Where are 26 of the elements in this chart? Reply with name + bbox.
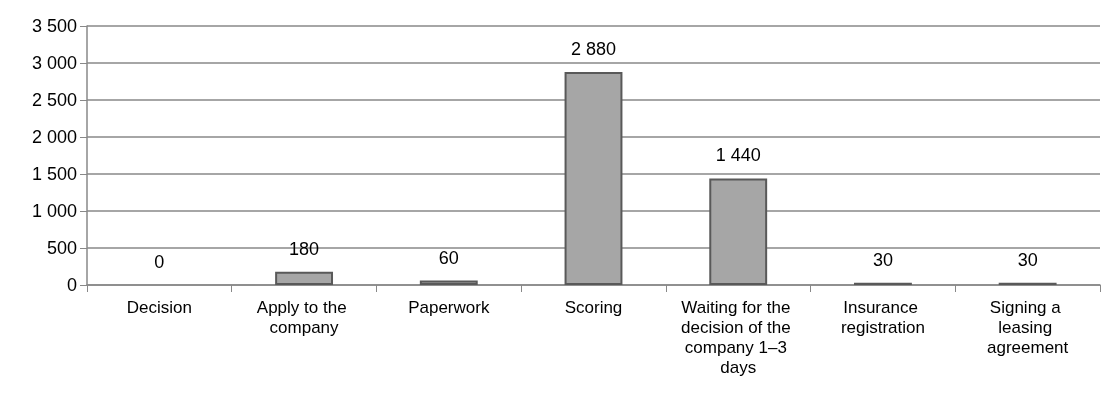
data-label: 60 (438, 247, 459, 268)
data-label: 0 (154, 252, 165, 272)
data-label: 1 440 (715, 145, 761, 166)
y-tick-label: 1 500 (31, 164, 77, 184)
y-tick-label: 500 (46, 238, 77, 258)
bar (709, 178, 768, 285)
y-tick-label: 2 500 (31, 90, 77, 110)
data-label: 30 (872, 249, 893, 270)
data-label: 180 (289, 238, 320, 259)
y-tick-label: 0 (66, 275, 77, 295)
y-tick-label: 1 000 (31, 201, 77, 221)
y-tick-label: 3 500 (31, 16, 77, 36)
x-tick-label: Signing a leasing agreement (987, 297, 1069, 357)
y-tick-label: 2 000 (31, 127, 77, 147)
x-tick-label: Scoring (564, 297, 623, 317)
bar (419, 280, 478, 285)
x-tick-label: Apply to the company (256, 297, 352, 337)
data-label: 30 (1017, 249, 1038, 270)
data-label: 2 880 (570, 38, 617, 59)
bar (564, 71, 623, 285)
x-tick-label: Decision (126, 297, 192, 317)
x-tick-label: Insurance registration (840, 297, 925, 337)
y-tick-label: 3 000 (31, 53, 77, 73)
x-tick-label: Paperwork (408, 297, 490, 317)
x-tick-label: Waiting for the decision of the company 1–3 days (681, 297, 796, 377)
bar (275, 271, 334, 285)
